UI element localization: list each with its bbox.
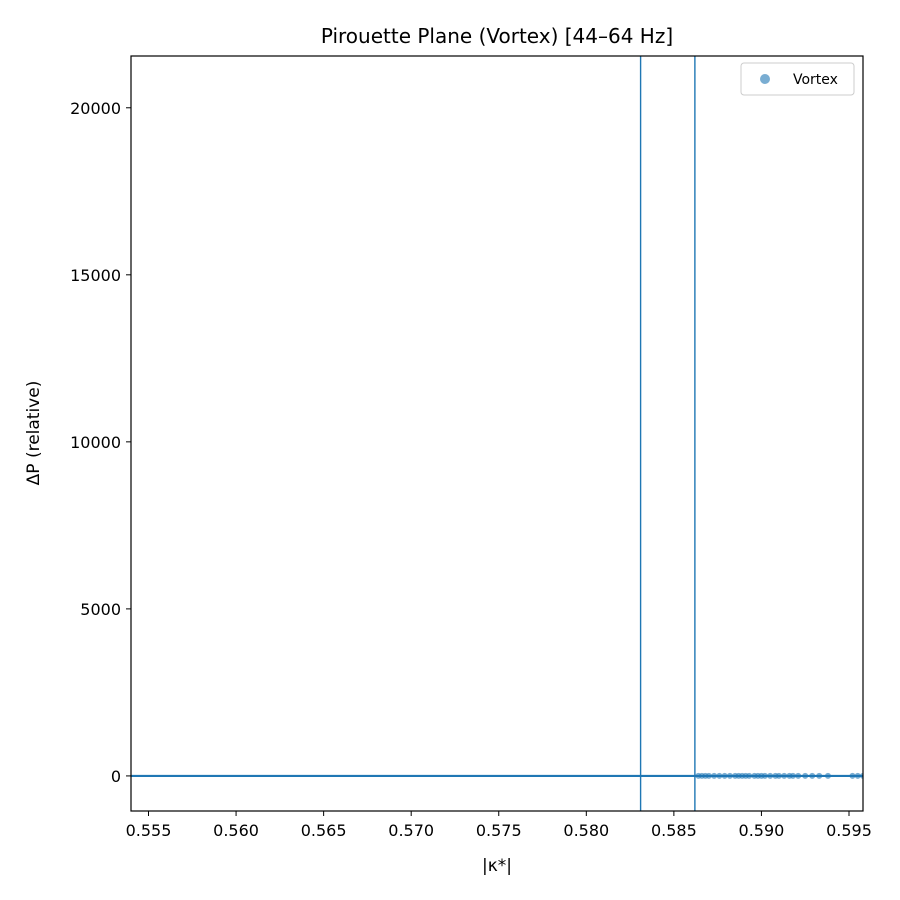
x-tick-label: 0.560	[213, 821, 259, 840]
x-tick-label: 0.580	[563, 821, 609, 840]
x-tick-label: 0.585	[651, 821, 697, 840]
data-point	[781, 772, 788, 779]
data-point	[775, 772, 782, 779]
axes-frame	[130, 55, 864, 812]
axis-ticks: 0.555 0.560 0.565 0.570 0.575 0.580 0.585 0.590…	[70, 99, 872, 840]
data-point	[849, 772, 856, 779]
data-point	[789, 772, 796, 779]
data-point	[761, 772, 768, 779]
data-point	[809, 772, 816, 779]
data-point	[726, 772, 733, 779]
x-axis-label: |κ*|	[482, 856, 512, 876]
data-point	[824, 772, 831, 779]
x-tick-label: 0.570	[388, 821, 434, 840]
plot-content	[131, 56, 863, 811]
data-point	[767, 772, 774, 779]
data-point	[816, 772, 823, 779]
y-tick-label: 5000	[80, 600, 121, 619]
data-point	[746, 772, 753, 779]
x-tick-label: 0.595	[826, 821, 872, 840]
data-point	[721, 772, 728, 779]
legend-label: Vortex	[793, 72, 838, 88]
data-point	[860, 772, 863, 779]
data-point	[711, 772, 718, 779]
x-tick-label: 0.590	[739, 821, 785, 840]
data-point	[795, 772, 802, 779]
y-tick-label: 10000	[70, 433, 121, 452]
legend: Vortex	[740, 62, 855, 96]
legend-marker-icon	[760, 74, 770, 84]
y-tick-label: 20000	[70, 99, 121, 118]
x-tick-label: 0.555	[126, 821, 172, 840]
y-axis-label: ΔP (relative)	[24, 381, 44, 486]
plot-area	[131, 56, 863, 811]
chart-title: Pirouette Plane (Vortex) [44–64 Hz]	[321, 24, 673, 48]
data-point	[705, 772, 712, 779]
x-tick-label: 0.575	[476, 821, 522, 840]
data-point	[854, 772, 861, 779]
data-point	[802, 772, 809, 779]
data-point	[716, 772, 723, 779]
x-tick-label: 0.565	[301, 821, 347, 840]
y-tick-label: 15000	[70, 266, 121, 285]
y-tick-label: 0	[111, 767, 121, 786]
legend-box	[740, 62, 855, 96]
